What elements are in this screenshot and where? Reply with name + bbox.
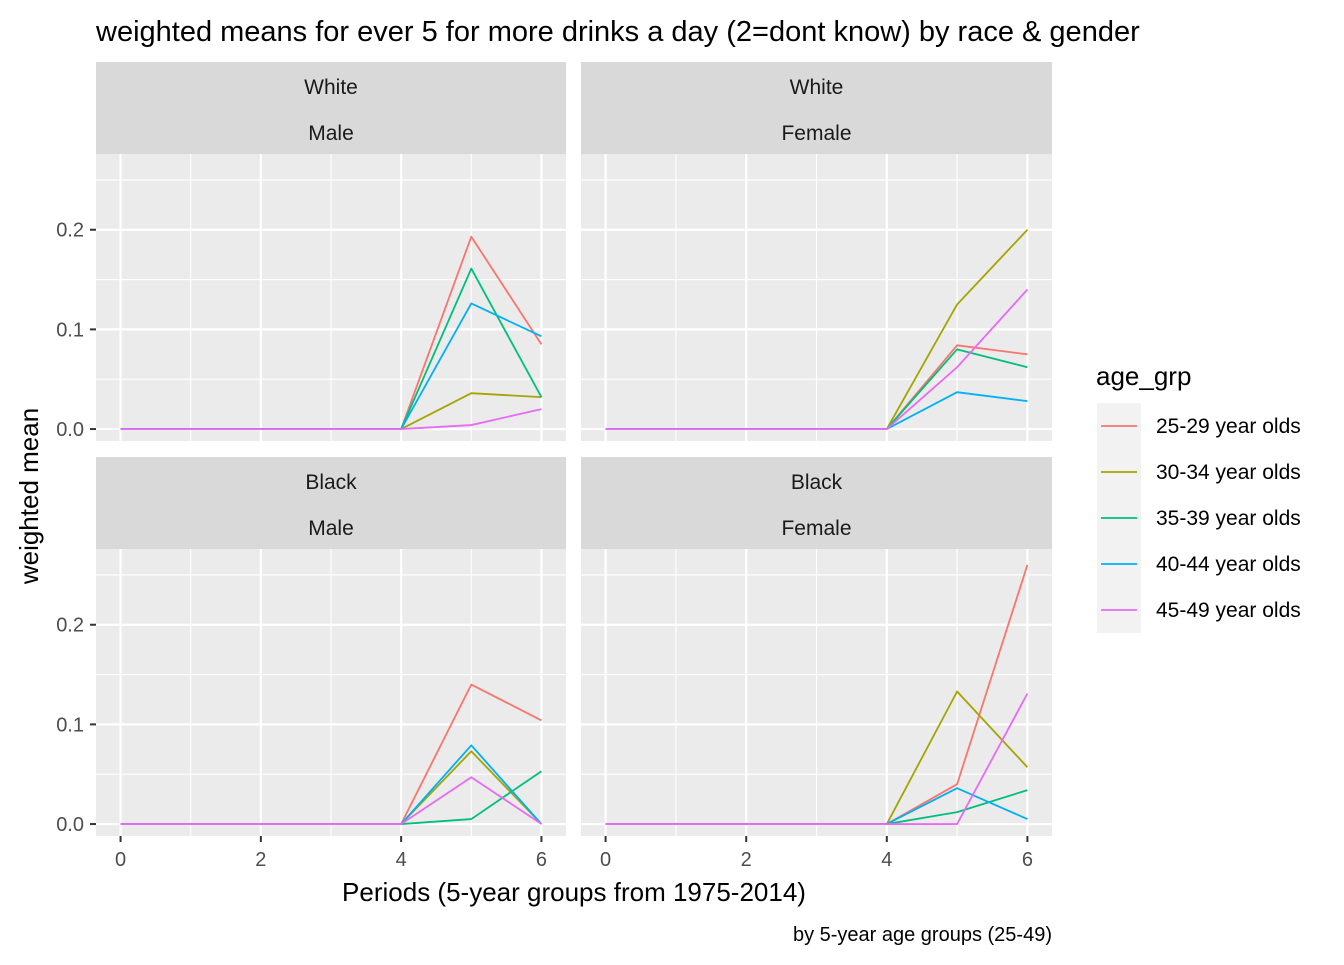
strip-background bbox=[581, 62, 1052, 154]
legend-label: 40-44 year olds bbox=[1156, 553, 1301, 576]
strip-label-race: White bbox=[304, 76, 358, 99]
legend-item: 25-29 year olds bbox=[1097, 403, 1301, 449]
series-line-45-49-year-olds bbox=[605, 693, 1029, 825]
strip-background bbox=[96, 62, 566, 154]
legend-label: 30-34 year olds bbox=[1156, 461, 1301, 484]
series-line-45-49-year-olds bbox=[120, 776, 542, 825]
y-axis: 0.0 0.1 0.2 0.0 0.1 0.2 bbox=[56, 220, 96, 836]
chart-caption: by 5-year age groups (25-49) bbox=[793, 924, 1052, 946]
chart-title: weighted means for ever 5 for more drink… bbox=[95, 16, 1140, 48]
x-tick-label: 0 bbox=[115, 849, 126, 871]
series-line-45-49-year-olds bbox=[120, 408, 542, 430]
y-tick-label: 0.1 bbox=[56, 319, 84, 341]
strip-background bbox=[96, 457, 566, 549]
legend-title: age_grp bbox=[1096, 361, 1191, 391]
panel-black-male: Black Male bbox=[96, 457, 566, 836]
legend-item: 45-49 year olds bbox=[1097, 587, 1301, 633]
panels: White Male White Female Black Male Black Female bbox=[96, 62, 1052, 836]
panel-white-female: White Female bbox=[581, 62, 1052, 441]
x-tick-label: 2 bbox=[255, 849, 266, 871]
legend-label: 35-39 year olds bbox=[1156, 507, 1301, 530]
strip-label-race: White bbox=[790, 76, 844, 99]
legend-item: 40-44 year olds bbox=[1097, 541, 1301, 587]
legend-label: 25-29 year olds bbox=[1156, 415, 1301, 438]
x-tick-label: 2 bbox=[741, 849, 752, 871]
y-tick-label: 0.0 bbox=[56, 419, 84, 441]
panel-white-male: White Male bbox=[96, 62, 566, 441]
series-line-45-49-year-olds bbox=[605, 288, 1029, 430]
strip-label-gender: Female bbox=[781, 517, 851, 540]
strip-label-gender: Female bbox=[781, 122, 851, 145]
x-axis-title: Periods (5-year groups from 1975-2014) bbox=[342, 877, 806, 907]
legend-item: 35-39 year olds bbox=[1097, 495, 1301, 541]
x-tick-label: 6 bbox=[1022, 849, 1033, 871]
strip-label-race: Black bbox=[791, 471, 843, 494]
y-tick-label: 0.2 bbox=[56, 220, 84, 242]
x-tick-label: 4 bbox=[396, 849, 407, 871]
x-tick-label: 0 bbox=[600, 849, 611, 871]
x-tick-label: 4 bbox=[881, 849, 892, 871]
legend-item: 30-34 year olds bbox=[1097, 449, 1301, 495]
panel-black-female: Black Female bbox=[581, 457, 1052, 836]
y-tick-label: 0.1 bbox=[56, 714, 84, 736]
strip-label-race: Black bbox=[305, 471, 357, 494]
y-axis-title: weighted mean bbox=[14, 408, 44, 585]
y-tick-label: 0.0 bbox=[56, 814, 84, 836]
strip-label-gender: Male bbox=[308, 517, 354, 540]
y-tick-label: 0.2 bbox=[56, 615, 84, 637]
x-axis: 0 2 4 6 0 2 4 6 bbox=[115, 836, 1033, 871]
strip-background bbox=[581, 457, 1052, 549]
strip-label-gender: Male bbox=[308, 122, 354, 145]
x-tick-label: 6 bbox=[536, 849, 547, 871]
legend: age_grp 25-29 year olds 30-34 year olds 35… bbox=[1096, 361, 1301, 633]
legend-label: 45-49 year olds bbox=[1156, 599, 1301, 622]
